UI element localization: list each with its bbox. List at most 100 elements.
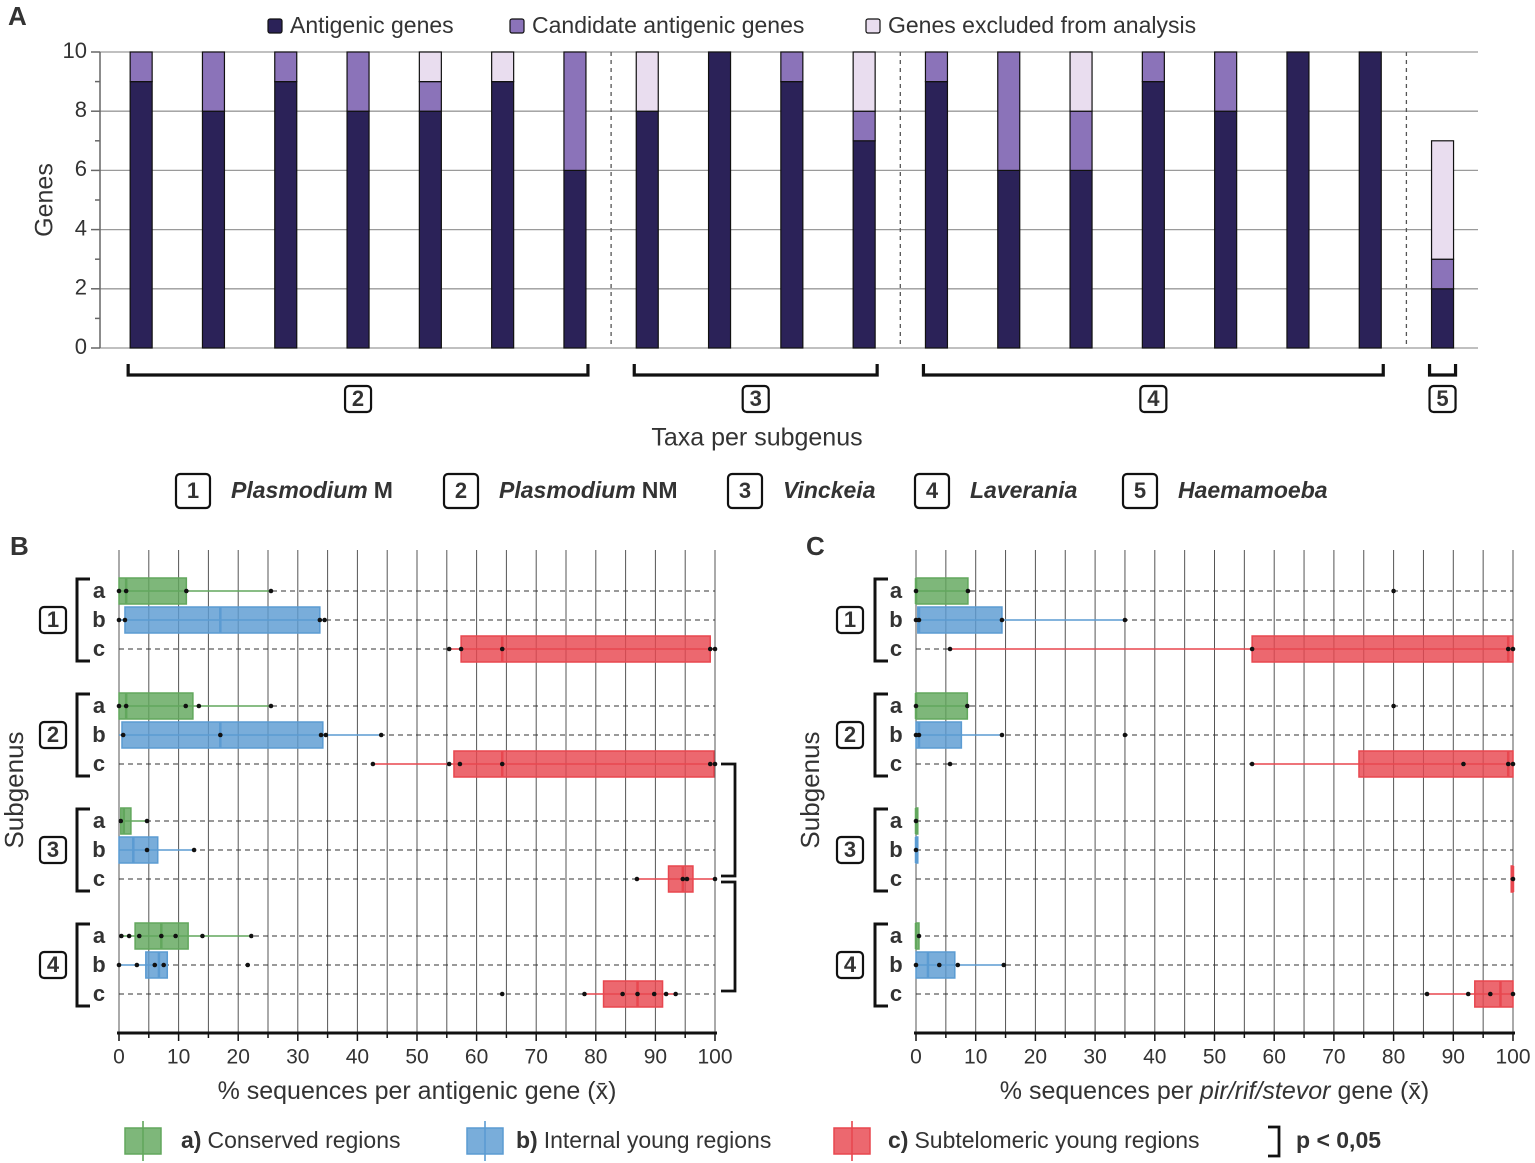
row-label: a — [93, 923, 106, 948]
data-point — [120, 732, 126, 738]
x-tick-label: 80 — [1382, 1046, 1405, 1069]
number-box-label: 1 — [844, 607, 856, 632]
subgenus-legend-label: Laverania — [970, 477, 1078, 503]
row-label: b — [889, 722, 902, 747]
bar-segment — [635, 51, 659, 112]
data-point — [634, 876, 640, 882]
data-point — [136, 933, 142, 939]
row-label: b — [889, 837, 902, 862]
bar-segment — [1141, 80, 1165, 349]
bar-segment — [780, 80, 804, 349]
bar-segment — [1358, 51, 1382, 349]
x-tick-label: 80 — [584, 1046, 607, 1069]
x-tick-label: 100 — [1495, 1046, 1530, 1069]
data-point — [680, 876, 686, 882]
data-point — [712, 761, 718, 767]
data-point — [673, 991, 678, 997]
panel-letter: C — [806, 531, 825, 561]
box — [915, 577, 969, 605]
group-bracket — [921, 364, 1385, 377]
x-tick-label: 0 — [910, 1046, 922, 1069]
data-point — [200, 933, 205, 939]
panel-letter: A — [8, 1, 27, 31]
box — [1474, 980, 1514, 1008]
data-point — [499, 991, 505, 997]
bar-segment — [852, 51, 876, 112]
data-point — [116, 962, 122, 968]
x-tick-label: 30 — [286, 1046, 309, 1069]
data-point — [1505, 761, 1511, 767]
x-tick-label: 90 — [1442, 1046, 1465, 1069]
data-point — [1510, 991, 1516, 997]
data-point — [1391, 703, 1396, 709]
data-point — [161, 962, 166, 968]
x-axis-title: % sequences per pir/rif/stevor gene (x̄) — [1000, 1077, 1429, 1105]
data-point — [916, 933, 922, 939]
box — [915, 692, 969, 720]
data-point — [446, 761, 452, 767]
bar-segment — [129, 80, 153, 349]
box — [118, 577, 188, 605]
number-box — [38, 605, 68, 635]
box — [460, 635, 711, 663]
bar-segment — [1286, 51, 1310, 349]
row-label: a — [890, 578, 903, 603]
row-label: a — [890, 808, 903, 833]
row-label: c — [93, 751, 105, 776]
bar-segment — [201, 110, 226, 349]
x-tick-label: 40 — [346, 1046, 369, 1069]
data-point — [499, 646, 505, 652]
bar-segment — [418, 51, 442, 83]
number-box — [343, 384, 373, 414]
row-label: b — [92, 607, 105, 632]
x-tick-label: 20 — [1024, 1046, 1047, 1069]
data-point — [446, 646, 452, 652]
box — [453, 750, 715, 778]
number-box-label: 4 — [1147, 386, 1160, 411]
row-label: a — [93, 693, 106, 718]
data-point — [663, 991, 669, 997]
legend-key: a) — [181, 1127, 201, 1153]
y-tick-label: 4 — [75, 215, 87, 240]
subgenus-legend-label: Vinckeia — [783, 477, 876, 503]
bar-segment — [1430, 288, 1455, 349]
number-box-label: 3 — [750, 386, 762, 411]
row-label: b — [92, 952, 105, 977]
number-box-label: 2 — [47, 722, 59, 747]
data-point — [317, 617, 323, 623]
number-box — [835, 605, 865, 635]
data-point — [1461, 761, 1466, 767]
bar-segment — [997, 169, 1021, 349]
x-axis-title: % sequences per antigenic gene (x̄) — [218, 1077, 617, 1105]
data-point — [144, 847, 150, 853]
box — [1251, 635, 1514, 663]
data-point — [458, 646, 464, 652]
data-point — [268, 588, 274, 594]
data-point — [913, 703, 919, 709]
row-label: a — [890, 923, 903, 948]
legend-key: c) — [888, 1127, 908, 1153]
box — [1358, 750, 1514, 778]
y-axis-title: Subgenus — [0, 731, 29, 848]
bar-segment — [563, 51, 587, 172]
subgenus-legend-label: Haemamoeba — [1178, 477, 1328, 503]
legend-label: Candidate antigenic genes — [532, 12, 804, 38]
subgenus-legend-label: Plasmodium NM — [499, 477, 678, 503]
data-point — [118, 818, 124, 824]
number-box-label: 4 — [844, 952, 857, 977]
bar-segment — [274, 80, 298, 349]
bar-segment — [1214, 51, 1238, 112]
bar-segment — [1069, 51, 1093, 112]
box — [917, 606, 1003, 634]
data-point — [183, 703, 189, 709]
data-point — [457, 761, 463, 767]
data-point — [913, 588, 919, 594]
significance-legend-label: p < 0,05 — [1296, 1127, 1381, 1153]
bar-segment — [852, 140, 876, 349]
row-bracket — [75, 577, 90, 663]
number-box-label: 5 — [1436, 386, 1448, 411]
data-point — [152, 962, 158, 968]
bar-segment — [418, 110, 442, 349]
data-point — [913, 847, 919, 853]
number-box-label: 3 — [844, 837, 856, 862]
